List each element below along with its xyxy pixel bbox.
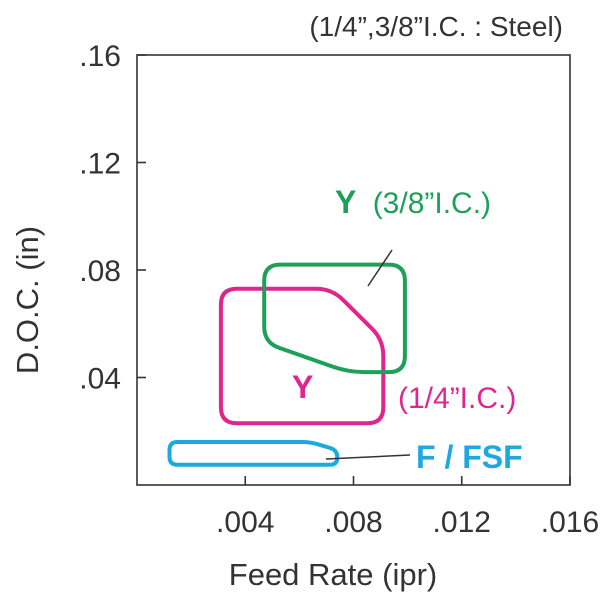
region-label-y-three-eighths: Y (3/8”I.C.) [335,184,491,220]
chart-title: (1/4”,3/8”I.C. : Steel) [309,11,563,42]
callouts: Y (3/8”I.C.) Y (1/4”I.C.) F / FSF [292,184,523,475]
callout-line-f-fsf [325,454,411,460]
x-axis-label: Feed Rate (ipr) [229,557,437,592]
region-grade-y-three-eighths: Y [335,184,356,220]
y-tick-label-0: .04 [79,363,121,396]
region-label-f-fsf: F / FSF [416,439,523,475]
region-grade-y-quarter: Y [292,369,313,405]
region-grade-f-fsf: F / FSF [416,439,523,475]
callout-line-y-three-eighths [367,249,393,287]
region-y-quarter [218,286,386,426]
y-tick-label-1: .08 [79,255,121,288]
x-tick-label-1: .008 [324,506,382,539]
plot-border [136,54,571,486]
region-f-fsf [167,440,340,467]
region-note-y-three-eighths: (3/8”I.C.) [373,187,491,220]
region-note-y-quarter: (1/4”I.C.) [398,382,516,415]
y-axis-ticks: .04 .08 .12 .16 [79,40,146,396]
y-axis-label: D.O.C. (in) [10,226,45,374]
regions [167,262,407,467]
region-label-y-quarter: Y [292,369,313,405]
x-tick-label-2: .012 [433,506,491,539]
x-tick-label-3: .016 [541,506,599,539]
plot-frame [136,54,571,486]
x-tick-label-0: .004 [216,506,274,539]
y-tick-label-3: .16 [79,40,121,73]
y-tick-label-2: .12 [79,148,121,181]
x-axis-ticks: .004 .008 .012 .016 [216,476,599,539]
region-y-three-eighths [262,262,407,375]
